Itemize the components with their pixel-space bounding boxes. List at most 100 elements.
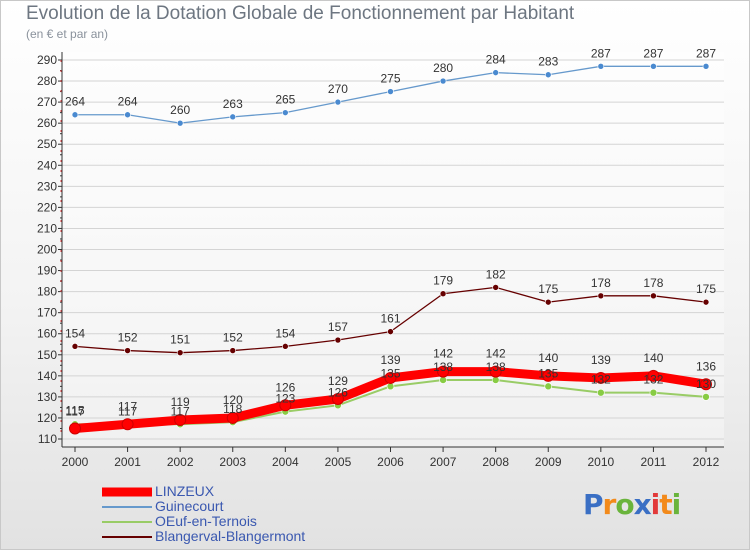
- data-label: 283: [538, 55, 558, 69]
- data-label: 175: [696, 282, 716, 296]
- y-tick-label: 240: [37, 158, 57, 172]
- data-point: [650, 63, 657, 70]
- y-tick-label: 170: [37, 306, 57, 320]
- y-tick-label: 230: [37, 179, 57, 193]
- data-point: [334, 98, 342, 106]
- data-point: [387, 328, 394, 335]
- y-tick-label: 200: [37, 243, 57, 257]
- logo-letter: t: [659, 488, 672, 521]
- chart-legend: LINZEUX Guinecourt OEuf-en-Ternois Blang…: [102, 483, 422, 548]
- x-tick-label: 2003: [219, 455, 246, 469]
- data-point: [226, 411, 239, 424]
- legend-item-linzeux[interactable]: LINZEUX: [102, 483, 422, 499]
- legend-item-guinecourt[interactable]: Guinecourt: [102, 498, 422, 514]
- data-label: 132: [591, 373, 611, 387]
- data-point: [282, 343, 289, 350]
- data-point: [279, 399, 292, 412]
- y-tick-label: 210: [37, 221, 57, 235]
- data-label: 175: [538, 282, 558, 296]
- data-label: 142: [433, 347, 453, 361]
- data-point: [544, 71, 552, 79]
- x-tick-label: 2004: [272, 455, 299, 469]
- data-label: 115: [65, 403, 84, 417]
- data-label: 264: [118, 95, 138, 109]
- data-point: [544, 298, 552, 306]
- data-point: [649, 388, 658, 397]
- data-label: 140: [538, 351, 558, 365]
- data-label: 287: [591, 46, 611, 60]
- data-point: [489, 365, 502, 378]
- data-label: 117: [118, 404, 137, 418]
- data-label: 287: [696, 46, 716, 60]
- data-point: [71, 111, 79, 119]
- data-point: [597, 63, 605, 70]
- x-tick-label: 2012: [693, 455, 720, 469]
- data-label: 130: [696, 377, 716, 391]
- data-label: 126: [275, 380, 295, 394]
- data-point: [439, 77, 447, 85]
- data-point: [597, 292, 605, 300]
- data-label: 140: [643, 351, 663, 365]
- data-label: 157: [328, 320, 348, 334]
- data-point: [647, 369, 660, 382]
- x-tick-label: 2007: [430, 455, 457, 469]
- y-tick-label: 160: [37, 327, 57, 341]
- data-label: 119: [171, 395, 190, 409]
- legend-swatch: [102, 487, 152, 496]
- legend-label: Guinecourt: [155, 498, 224, 514]
- data-label: 179: [433, 274, 453, 288]
- legend-swatch: [102, 520, 152, 523]
- data-label: 138: [433, 360, 453, 374]
- legend-swatch: [102, 505, 152, 508]
- data-point: [124, 347, 131, 354]
- x-tick-label: 2010: [587, 455, 614, 469]
- chart-subtitle: (en € et par an): [26, 27, 109, 41]
- data-label: 287: [643, 46, 663, 60]
- data-label: 132: [643, 373, 663, 387]
- legend-label: OEuf-en-Ternois: [155, 513, 257, 529]
- y-tick-label: 250: [37, 137, 57, 151]
- y-tick-label: 290: [37, 53, 57, 67]
- x-tick-label: 2000: [62, 455, 89, 469]
- y-tick-label: 110: [38, 432, 57, 446]
- y-tick-label: 150: [37, 348, 57, 362]
- logo-letter: r: [602, 488, 617, 521]
- data-label: 123: [275, 392, 295, 406]
- x-tick-label: 2011: [641, 455, 667, 469]
- data-point: [124, 111, 131, 119]
- logo-letter: i: [671, 488, 682, 521]
- data-label: 142: [486, 347, 506, 361]
- x-tick-label: 2006: [377, 455, 404, 469]
- data-point: [492, 284, 499, 291]
- data-label: 275: [380, 72, 400, 86]
- legend-item-oeuf-en-ternois[interactable]: OEuf-en-Ternois: [102, 513, 422, 529]
- data-point: [176, 119, 184, 127]
- data-point: [331, 392, 344, 405]
- legend-item-blangerval-blangermont[interactable]: Blangerval-Blangermont: [102, 528, 422, 544]
- legend-label: Blangerval-Blangermont: [155, 528, 306, 544]
- data-point: [700, 378, 712, 391]
- data-point: [121, 418, 134, 431]
- data-point: [492, 69, 499, 76]
- proxiti-logo: Proxiti: [583, 488, 682, 521]
- data-point: [437, 365, 450, 378]
- data-point: [702, 63, 710, 70]
- data-label: 178: [591, 276, 611, 290]
- logo-letter: o: [615, 488, 634, 521]
- data-label: 117: [65, 404, 84, 418]
- data-point: [174, 414, 187, 427]
- data-label: 284: [486, 53, 506, 67]
- y-tick-label: 120: [37, 411, 57, 425]
- data-label: 120: [223, 393, 243, 407]
- data-label: 117: [171, 404, 190, 418]
- data-label: 135: [380, 366, 400, 380]
- y-tick-label: 190: [37, 264, 57, 278]
- data-point: [384, 371, 397, 384]
- data-point: [702, 298, 710, 306]
- data-point: [650, 292, 657, 300]
- legend-label: LINZEUX: [155, 483, 215, 499]
- data-label: 265: [275, 93, 295, 107]
- x-tick-label: 2002: [167, 455, 194, 469]
- data-label: 135: [538, 366, 558, 380]
- data-label: 152: [223, 331, 243, 345]
